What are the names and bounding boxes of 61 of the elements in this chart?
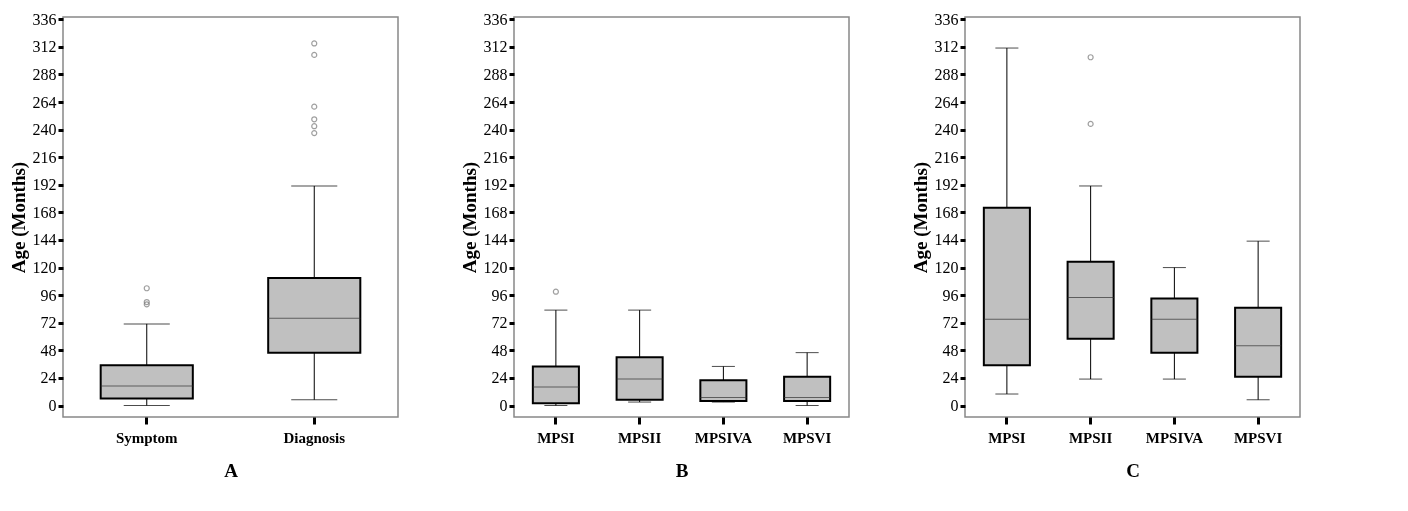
y-tick-label: 240	[934, 121, 959, 139]
x-tick-label: Diagnosis	[283, 429, 346, 446]
y-tick-label: 336	[934, 10, 959, 28]
y-tick-label: 96	[40, 286, 57, 304]
y-tick-label: 96	[942, 286, 959, 304]
x-tick-label: Symptom	[115, 429, 179, 446]
x-tick-label: MPSIVA	[694, 429, 753, 446]
x-tick-label: MPSII	[617, 429, 662, 446]
y-axis-title: Age (Months)	[458, 161, 481, 274]
y-tick-label: 0	[48, 397, 57, 415]
x-axis-title: B	[675, 459, 689, 481]
y-tick-label: 240	[32, 121, 57, 139]
x-axis-title: C	[1126, 459, 1140, 481]
y-tick-label: 0	[950, 397, 959, 415]
y-tick-label: 120	[32, 259, 57, 277]
y-tick-label: 240	[483, 121, 508, 139]
y-tick-label: 336	[32, 10, 57, 28]
y-tick-label: 264	[32, 93, 57, 111]
y-tick-label: 168	[32, 203, 57, 221]
y-tick-label: 168	[483, 203, 508, 221]
y-tick-label: 192	[32, 176, 57, 194]
x-tick-label: MPSII	[1068, 429, 1113, 446]
y-tick-label: 192	[934, 176, 959, 194]
x-axis-title: A	[224, 459, 239, 481]
y-tick-label: 312	[32, 38, 57, 56]
y-tick-label: 72	[491, 314, 508, 332]
y-tick-label: 144	[934, 231, 959, 249]
y-axis-title: Age (Months)	[7, 161, 30, 274]
y-tick-label: 288	[32, 65, 57, 83]
y-tick-label: 24	[491, 369, 508, 387]
y-tick-label: 264	[483, 93, 508, 111]
y-tick-label: 264	[934, 93, 959, 111]
y-tick-label: 312	[483, 38, 508, 56]
y-tick-label: 144	[32, 231, 57, 249]
y-tick-label: 216	[934, 148, 959, 166]
y-tick-label: 312	[934, 38, 959, 56]
y-tick-label: 288	[483, 65, 508, 83]
y-tick-label: 288	[934, 65, 959, 83]
y-tick-label: 48	[40, 341, 57, 359]
y-tick-label: 144	[483, 231, 508, 249]
y-tick-label: 216	[32, 148, 57, 166]
y-tick-label: 48	[942, 341, 959, 359]
y-tick-label: 168	[934, 203, 959, 221]
x-tick-label: MPSI	[537, 429, 575, 446]
y-tick-label: 192	[483, 176, 508, 194]
x-tick-label: MPSIVA	[1145, 429, 1204, 446]
y-tick-label: 120	[483, 259, 508, 277]
y-tick-label: 24	[40, 369, 57, 387]
y-tick-label: 24	[942, 369, 959, 387]
y-tick-label: 72	[40, 314, 57, 332]
x-tick-label: MPSVI	[1233, 429, 1283, 446]
y-axis-title: Age (Months)	[909, 161, 932, 274]
y-tick-label: 0	[499, 397, 508, 415]
y-tick-label: 48	[491, 341, 508, 359]
x-tick-label: MPSVI	[782, 429, 832, 446]
y-tick-label: 72	[942, 314, 959, 332]
y-tick-label: 120	[934, 259, 959, 277]
y-tick-label: 96	[491, 286, 508, 304]
x-tick-label: MPSI	[988, 429, 1026, 446]
y-tick-label: 336	[483, 10, 508, 28]
y-tick-label: 216	[483, 148, 508, 166]
